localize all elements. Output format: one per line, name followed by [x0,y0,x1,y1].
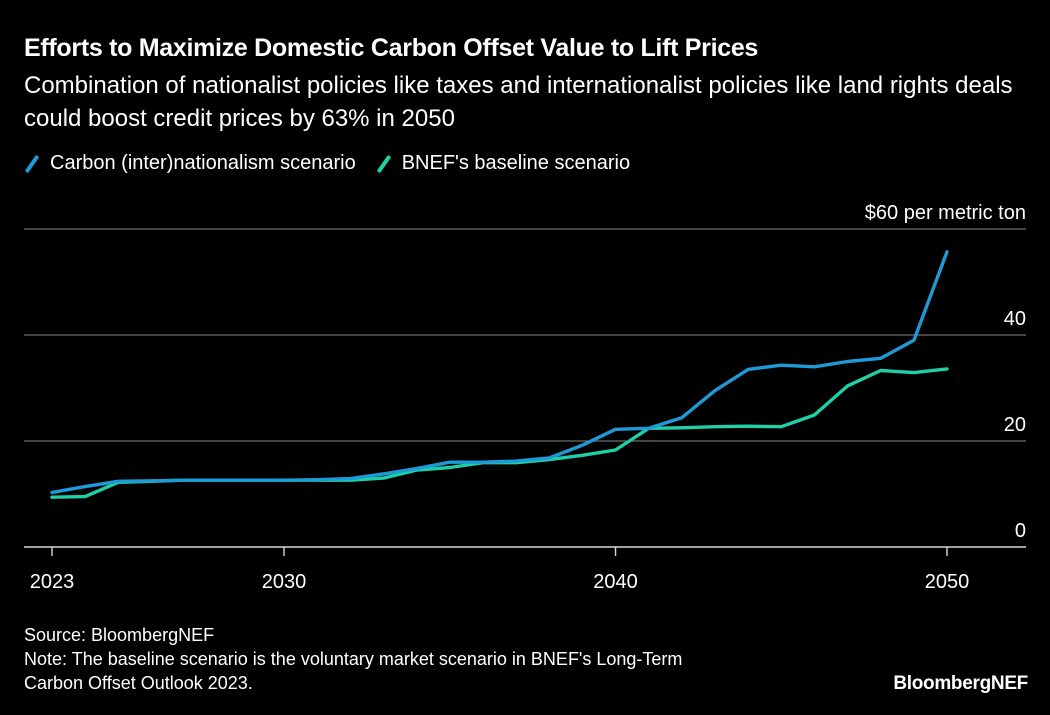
note-line-1: Note: The baseline scenario is the volun… [24,649,683,669]
chart-legend: Carbon (inter)nationalism scenario BNEF'… [24,152,650,175]
legend-item-baseline: BNEF's baseline scenario [376,152,630,175]
chart-title: Efforts to Maximize Domestic Carbon Offs… [24,34,759,62]
y-tick-label-60: $60 per metric ton [865,202,1026,224]
x-tick-label-2023: 2023 [30,571,75,593]
legend-item-internationalism: Carbon (inter)nationalism scenario [24,152,356,175]
series-line-baseline [50,367,949,499]
brand-logo: BloombergNEF [893,673,1028,694]
legend-label-internationalism: Carbon (inter)nationalism scenario [50,152,356,174]
chart-footer: Source: BloombergNEF Note: The baseline … [24,623,682,695]
y-tick-label-40: 40 [1004,308,1026,330]
y-tick-label-20: 20 [1004,414,1026,436]
x-tick-label-2050: 2050 [925,571,970,593]
legend-label-baseline: BNEF's baseline scenario [401,152,631,174]
y-tick-label-0: 0 [1015,520,1026,542]
x-tick-label-2030: 2030 [262,571,307,593]
series-line-internationalism [50,250,949,495]
note-line-2: Carbon Offset Outlook 2023. [24,673,253,693]
source-note: Source: BloombergNEF [24,625,215,645]
x-tick-label-2040: 2040 [593,571,638,593]
chart-subtitle: Combination of nationalist policies like… [24,72,1013,132]
